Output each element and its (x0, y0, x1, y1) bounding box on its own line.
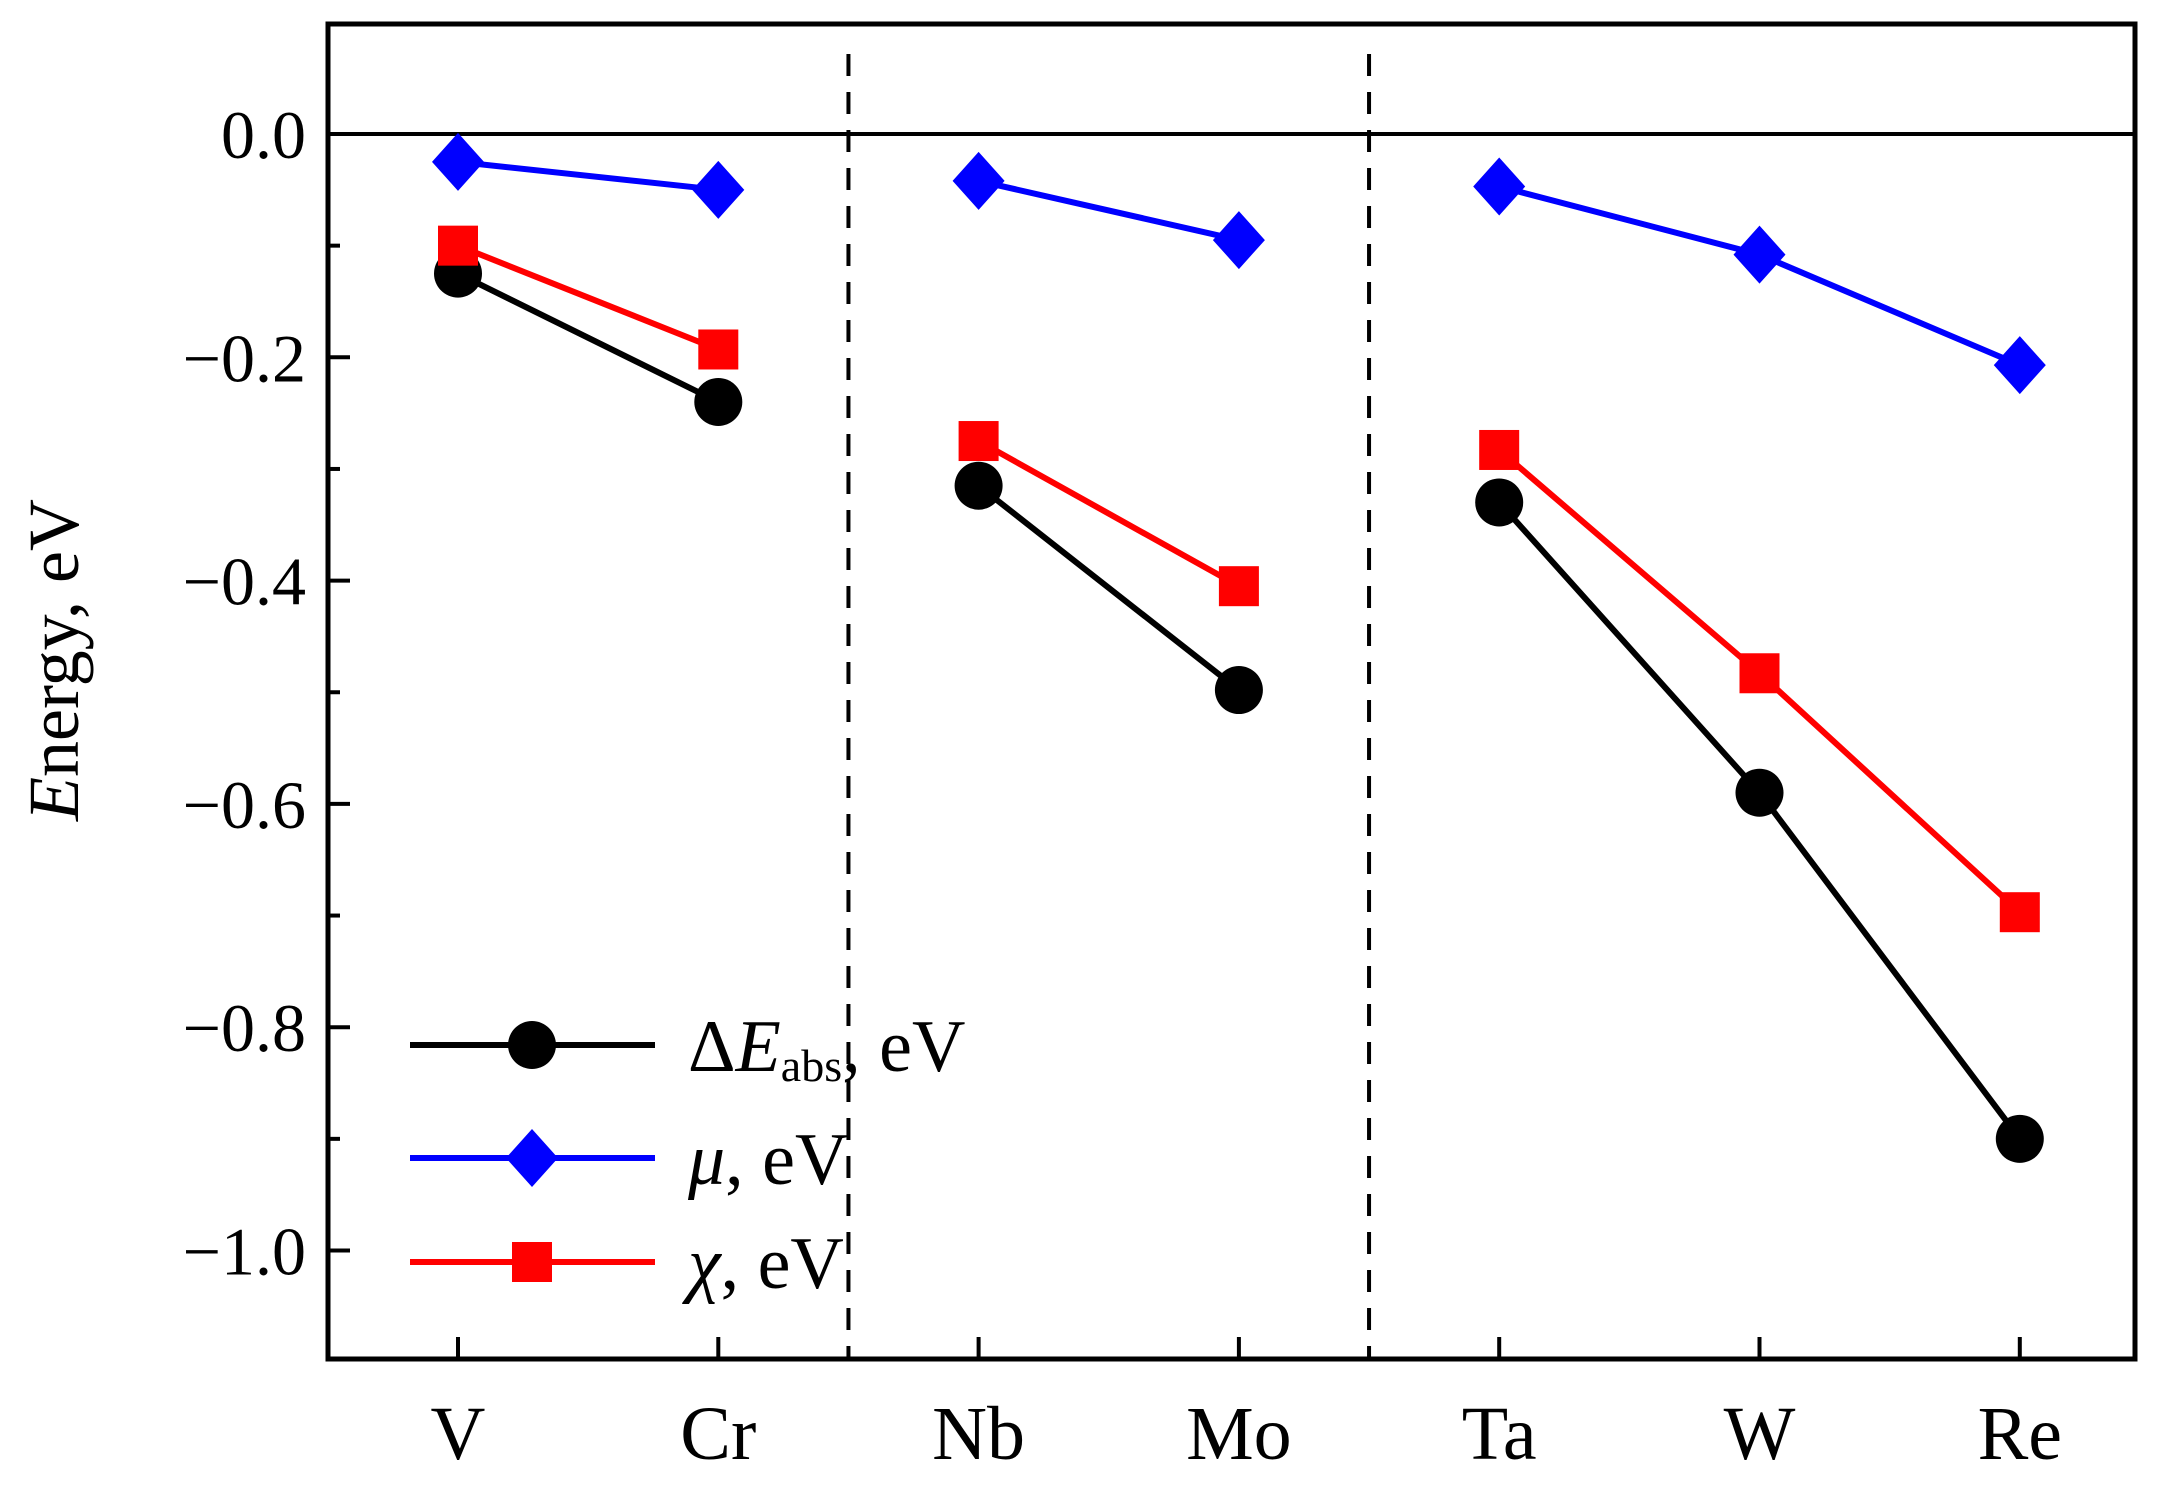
legend: ΔEabs, eV μ, eV χ, eV (410, 1006, 965, 1305)
y-tick-label: −0.6 (183, 767, 306, 843)
data-point-diamond-ta (1473, 157, 1526, 216)
y-tick-label: −1.0 (183, 1214, 306, 1290)
legend-entry-diamond: μ, eV (410, 1119, 848, 1201)
data-point-square-cr (698, 329, 739, 370)
legend-label: μ, eV (687, 1119, 848, 1201)
data-point-square-ta (1479, 429, 1520, 470)
data-point-square-w (1739, 653, 1780, 694)
series-layer (432, 132, 2046, 1163)
legend-marker-square (512, 1242, 552, 1282)
x-axis-ticks: V Cr Nb Mo Ta W Re (431, 1337, 2062, 1476)
series-circle (434, 249, 2044, 1163)
data-point-circle-mo (1214, 666, 1263, 715)
legend-entry-square: χ, eV (410, 1223, 844, 1305)
y-axis-ticks: 0.0 −0.2 −0.4 −0.6 −0.8 −1.0 (183, 97, 350, 1290)
data-point-diamond-nb (952, 151, 1005, 210)
y-tick-label: 0.0 (221, 97, 306, 173)
data-point-square-v (438, 225, 478, 266)
x-tick-label-v: V (431, 1392, 486, 1476)
data-point-circle-ta (1475, 478, 1524, 527)
x-tick-label-mo: Mo (1186, 1392, 1292, 1476)
data-point-circle-nb (954, 461, 1003, 510)
data-point-diamond-cr (692, 160, 745, 219)
y-tick-label: −0.2 (183, 320, 306, 396)
x-tick-label-re: Re (1978, 1392, 2062, 1476)
y-axis-title: Energy, eV (14, 499, 94, 822)
series-square-line-group-1 (456, 242, 720, 353)
data-point-circle-cr (694, 377, 743, 426)
legend-marker-diamond (506, 1129, 558, 1187)
y-tick-label: −0.8 (183, 990, 306, 1066)
legend-entry-circle: ΔEabs, eV (410, 1006, 965, 1091)
data-point-diamond-v (432, 132, 484, 191)
x-tick-label-w: W (1724, 1392, 1796, 1476)
series-square-line-group-2 (977, 438, 1241, 589)
series-circle-line-group-2 (976, 483, 1241, 693)
series-diamond-line-group-1 (457, 158, 719, 193)
x-tick-label-nb: Nb (932, 1392, 1025, 1476)
data-point-square-re (1999, 892, 2040, 933)
data-point-diamond-mo (1212, 211, 1265, 270)
reference-lines (328, 54, 2135, 1359)
data-point-diamond-w (1733, 225, 1786, 284)
series-diamond-line-group-2 (977, 177, 1240, 243)
legend-label: χ, eV (682, 1223, 844, 1305)
data-point-circle-w (1735, 768, 1784, 817)
legend-marker-circle (508, 1021, 556, 1069)
x-tick-label-cr: Cr (680, 1392, 756, 1476)
data-point-square-mo (1218, 566, 1259, 607)
legend-label: ΔEabs, eV (688, 1006, 965, 1091)
x-tick-label-ta: Ta (1462, 1392, 1537, 1476)
series-circle-line-group-1 (456, 270, 720, 405)
series-diamond (432, 132, 2046, 395)
y-tick-label: −0.4 (183, 544, 306, 620)
data-point-circle-re (1995, 1114, 2044, 1163)
series-square (438, 225, 2040, 933)
data-point-diamond-re (1993, 336, 2046, 395)
data-point-square-nb (958, 421, 999, 462)
